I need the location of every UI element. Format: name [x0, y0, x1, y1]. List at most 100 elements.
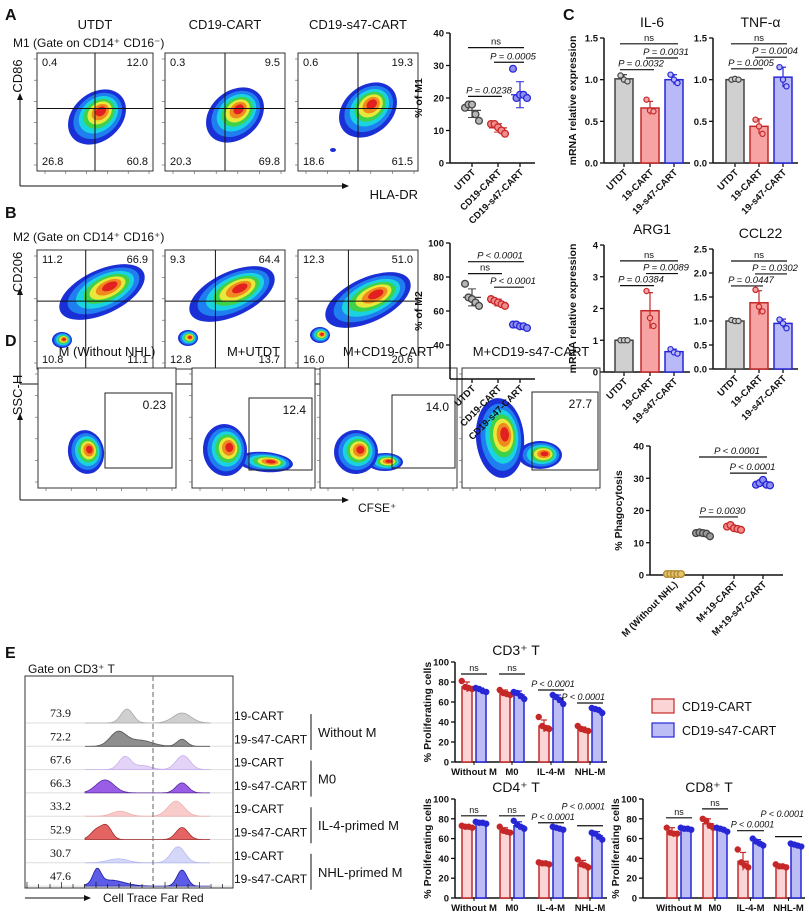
- significance-label: P < 0.0001: [531, 812, 574, 822]
- data-point: [521, 695, 528, 703]
- density-contour: [366, 99, 377, 110]
- y-tick-label: 2.5: [694, 245, 708, 256]
- y-tick-label: 0: [444, 894, 449, 905]
- data-point: [522, 93, 532, 103]
- y-tick-label: 60: [438, 834, 449, 845]
- data-point: [546, 861, 553, 868]
- data-point: [735, 76, 742, 83]
- sample-label: 19-s47-CART: [234, 732, 308, 746]
- significance-label: P = 0.0030: [700, 506, 747, 517]
- y-tick-label: 1.0: [694, 317, 707, 328]
- quadrant-value: 19.3: [392, 57, 413, 69]
- data-point: [752, 286, 759, 293]
- y-axis-label: % Phagocytosis: [613, 470, 625, 551]
- quadrant-value: 61.5: [392, 156, 413, 168]
- y-tick-label: 100: [433, 795, 449, 806]
- density-contour: [540, 451, 549, 457]
- bar: [752, 841, 764, 899]
- y-tick-label: 0: [593, 368, 598, 379]
- y-tick-label: 3: [593, 272, 598, 283]
- y-tick-label: 0.0: [585, 159, 598, 170]
- y-axis-label: % Proliferating cells: [610, 798, 622, 899]
- y-tick-label: 0.5: [694, 341, 708, 352]
- y-tick-label: 2.0: [694, 269, 707, 280]
- chart-title: CD4⁺ T: [492, 779, 540, 795]
- y-axis-label: % of M2: [413, 291, 425, 331]
- bar: [680, 827, 692, 899]
- gate-box: [248, 397, 313, 471]
- significance-label: P < 0.0001: [731, 820, 774, 830]
- group-label: IL-4-primed M: [318, 818, 399, 833]
- significance-label: P = 0.0089: [643, 263, 690, 274]
- data-point: [674, 79, 681, 87]
- significance-label: P = 0.0004: [752, 46, 798, 57]
- y-tick-label: 0.0: [694, 159, 707, 170]
- bar: [461, 686, 473, 763]
- data-point: [765, 481, 775, 490]
- quadrant-value: 11.2: [42, 254, 63, 266]
- density-contour: [232, 283, 248, 294]
- significance-label: ns: [674, 807, 684, 817]
- y-tick-label: 4: [593, 241, 599, 252]
- y-tick-label: 100: [428, 239, 444, 250]
- y-tick-label: 1.5: [694, 293, 708, 304]
- significance-label: P = 0.0302: [752, 263, 799, 274]
- density-contour: [385, 459, 392, 463]
- bar: [702, 823, 714, 899]
- bar: [591, 834, 603, 899]
- y-axis-label: % Proliferating cells: [422, 662, 434, 763]
- sample-label: 19-s47-CART: [234, 872, 308, 886]
- y-tick-label: 10: [633, 538, 644, 549]
- x-tick-label: NHL-M: [575, 903, 606, 914]
- data-point: [556, 696, 563, 704]
- bar: [614, 339, 634, 373]
- significance-label: P < 0.0001: [562, 692, 605, 702]
- significance-label: P = 0.0031: [643, 47, 689, 58]
- y-tick-label: 10: [433, 126, 444, 137]
- density-contour: [320, 332, 324, 336]
- data-point: [759, 308, 766, 315]
- quadrant-value: 20.6: [392, 354, 413, 366]
- bar: [552, 827, 564, 899]
- data-point: [776, 63, 783, 71]
- data-point: [705, 532, 715, 541]
- bar: [499, 692, 511, 763]
- y-tick-label: 80: [438, 678, 449, 689]
- significance-label: ns: [754, 33, 764, 44]
- column-title: UTDT: [78, 17, 113, 32]
- data-point: [779, 76, 787, 83]
- x-tick-label: Without M: [451, 767, 497, 778]
- chart-title: CCL22: [739, 225, 783, 241]
- significance-label: ns: [469, 805, 479, 815]
- chart-title: TNF-α: [741, 14, 781, 30]
- data-point: [783, 83, 790, 90]
- sample-label: 19-CART: [234, 802, 284, 816]
- y-axis-label: % Proliferating cells: [422, 798, 434, 899]
- quadrant-value: 18.6: [303, 156, 324, 168]
- data-point: [755, 123, 763, 130]
- x-tick-label: M (Without NHL): [620, 579, 680, 639]
- proliferation-value: 47.6: [50, 869, 71, 883]
- data-point: [703, 817, 710, 824]
- data-point: [500, 301, 510, 310]
- y-tick-label: 20: [626, 874, 637, 885]
- legend-label: CD19-CART: [682, 700, 752, 714]
- significance-label: P = 0.0447: [728, 275, 775, 286]
- data-point: [460, 279, 470, 288]
- y-tick-label: 60: [438, 698, 449, 709]
- proliferation-value: 73.9: [50, 706, 71, 720]
- y-tick-label: 0: [632, 894, 637, 905]
- data-point: [676, 569, 686, 579]
- bar: [513, 694, 525, 763]
- y-tick-label: 20: [438, 738, 449, 749]
- gate-label: Gate on CD3⁺ T: [28, 662, 115, 676]
- data-point: [508, 64, 518, 73]
- proliferation-value: 33.2: [50, 799, 71, 813]
- bar: [499, 829, 511, 899]
- histogram-peak: [85, 755, 210, 770]
- histogram-peak: [85, 846, 210, 864]
- significance-label: ns: [754, 250, 764, 261]
- density-contour: [102, 281, 118, 292]
- significance-label: ns: [644, 250, 654, 261]
- y-tick-label: 60: [433, 307, 444, 318]
